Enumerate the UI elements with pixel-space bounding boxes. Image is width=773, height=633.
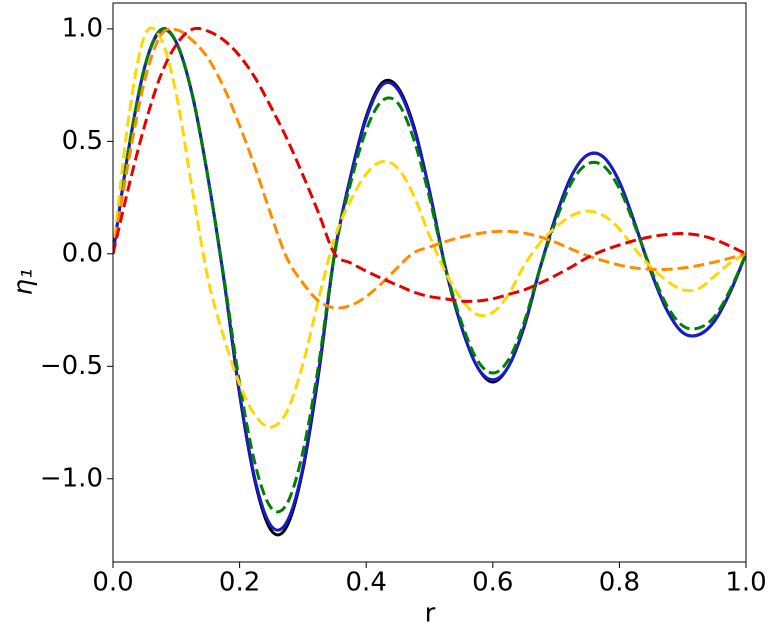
series-line xyxy=(113,28,746,532)
y-tick-label: 0.0 xyxy=(62,238,103,268)
series-line xyxy=(113,27,746,310)
x-tick-label: 0.8 xyxy=(599,568,640,598)
x-tick-label: 0.6 xyxy=(472,568,513,598)
series-line xyxy=(113,26,746,303)
y-axis-label: η₁ xyxy=(9,269,39,296)
y-tick-label: −0.5 xyxy=(40,351,103,381)
series-line xyxy=(113,27,746,537)
x-tick-label: 0.2 xyxy=(219,568,260,598)
y-tick-label: −1.0 xyxy=(40,463,103,493)
plot-frame xyxy=(112,2,747,563)
x-tick-label: 0.0 xyxy=(92,568,133,598)
x-axis-label: r xyxy=(425,599,436,629)
series-line xyxy=(113,26,746,429)
x-tick-label: 1.0 xyxy=(725,568,766,598)
y-tick-label: 0.5 xyxy=(62,126,103,156)
series-line xyxy=(113,27,746,514)
y-tick-label: 1.0 xyxy=(62,13,103,43)
x-tick-label: 0.4 xyxy=(346,568,387,598)
